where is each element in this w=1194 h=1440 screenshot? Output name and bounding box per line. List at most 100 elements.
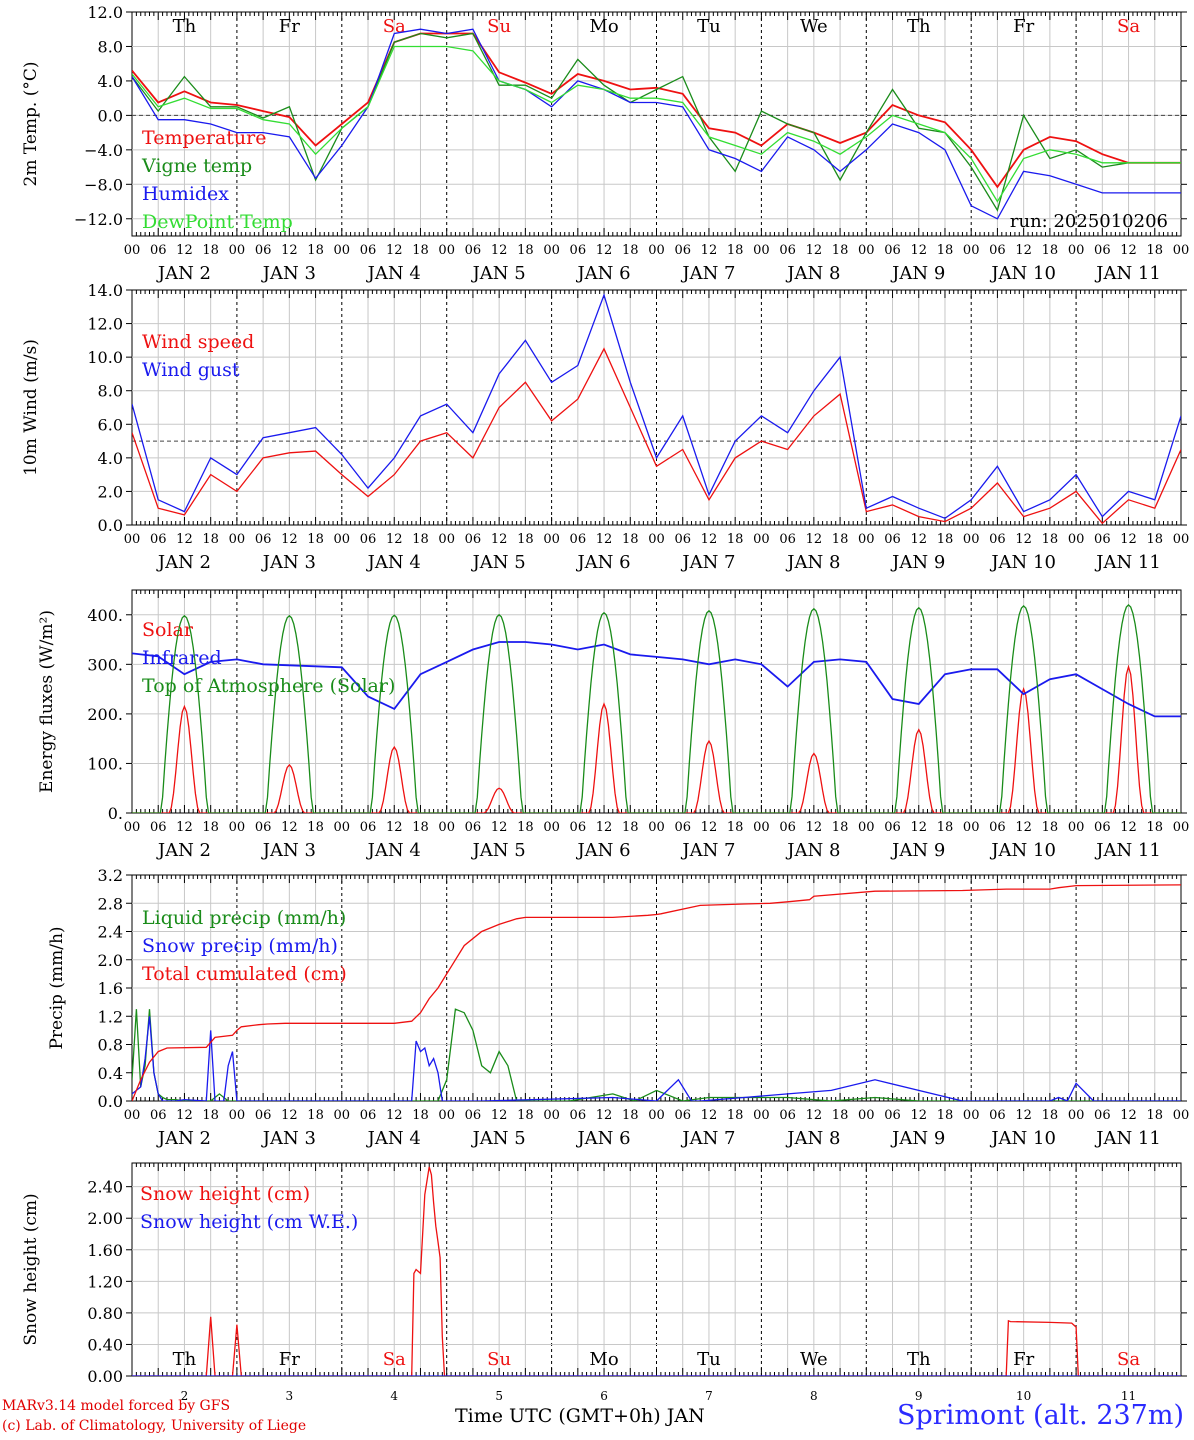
y-tick-label: −12.0 xyxy=(74,210,123,229)
hour-tick-label: 00 xyxy=(1173,532,1190,547)
hour-tick-label: 00 xyxy=(1068,532,1085,547)
hour-tick-label: 06 xyxy=(989,243,1006,258)
hour-tick-label: 00 xyxy=(963,820,980,835)
hour-tick-label: 06 xyxy=(360,1108,377,1123)
panel-5: 2.40 2.00 1.60 1.20 0.80 0.40 0.00 Snow height … xyxy=(21,1162,1187,1403)
hour-tick-label: 12 xyxy=(596,532,613,547)
hour-tick-label: 18 xyxy=(937,820,954,835)
day-number-label: 3 xyxy=(286,1389,294,1403)
y-tick-label: 12.0 xyxy=(87,3,123,22)
hour-tick-label: 12 xyxy=(1015,532,1032,547)
series-line-lightgreen xyxy=(132,45,1181,203)
hour-tick-label: 00 xyxy=(124,243,141,258)
date-label: JAN 7 xyxy=(680,1128,735,1149)
hour-tick-label: 12 xyxy=(596,1108,613,1123)
hour-tick-label: 18 xyxy=(202,820,219,835)
hour-tick-label: 12 xyxy=(281,243,298,258)
hour-tick-label: 06 xyxy=(884,1108,901,1123)
date-label: JAN 9 xyxy=(890,1128,945,1149)
hour-tick-label: 12 xyxy=(491,1108,508,1123)
y-tick-label: 0.80 xyxy=(87,1304,123,1323)
date-label: JAN 7 xyxy=(680,552,735,573)
legend-entry: Top of Atmosphere (Solar) xyxy=(142,675,395,697)
hour-tick-label: 18 xyxy=(1147,820,1164,835)
hour-tick-label: 12 xyxy=(1120,820,1137,835)
hour-tick-label: 06 xyxy=(465,243,482,258)
hour-tick-label: 06 xyxy=(360,820,377,835)
hour-tick-label: 06 xyxy=(779,1108,796,1123)
y-tick-label: 2.8 xyxy=(98,894,123,913)
hour-tick-label: 18 xyxy=(307,1108,324,1123)
hour-tick-label: 06 xyxy=(989,820,1006,835)
hour-tick-label: 18 xyxy=(832,820,849,835)
legend-entry: Snow height (cm) xyxy=(140,1183,310,1205)
hour-tick-label: 18 xyxy=(622,243,639,258)
series-line-green xyxy=(132,32,1181,212)
hour-tick-label: 18 xyxy=(727,532,744,547)
hour-tick-label: 06 xyxy=(674,820,691,835)
date-label: JAN 4 xyxy=(366,552,421,573)
date-label: JAN 9 xyxy=(890,840,945,861)
series-line-blue xyxy=(132,1016,1181,1101)
hour-tick-label: 18 xyxy=(1147,1108,1164,1123)
y-tick-label: 100. xyxy=(87,754,123,773)
y-tick-label: 400. xyxy=(87,606,123,625)
lab-credit: (c) Lab. of Climatology, University of L… xyxy=(2,1418,307,1434)
hour-tick-label: 00 xyxy=(229,1108,246,1123)
hour-tick-label: 12 xyxy=(176,1108,193,1123)
y-axis-label: Energy fluxes (W/m²) xyxy=(37,610,57,793)
hour-tick-label: 00 xyxy=(963,532,980,547)
hour-tick-label: 18 xyxy=(517,532,534,547)
date-label: JAN 5 xyxy=(471,263,526,284)
hour-tick-label: 00 xyxy=(124,1108,141,1123)
legend-entry: Snow precip (mm/h) xyxy=(142,935,338,957)
hour-tick-label: 00 xyxy=(543,532,560,547)
hour-tick-label: 12 xyxy=(176,243,193,258)
legend-entry: Wind speed xyxy=(142,331,254,353)
day-number-label: 5 xyxy=(495,1389,503,1403)
y-tick-label: 1.2 xyxy=(98,1007,123,1026)
hour-tick-label: 18 xyxy=(1147,243,1164,258)
y-tick-label: 12.0 xyxy=(87,315,123,334)
y-tick-label: 2.0 xyxy=(98,951,123,970)
hour-tick-label: 06 xyxy=(884,820,901,835)
date-label: JAN 4 xyxy=(366,1128,421,1149)
hour-tick-label: 12 xyxy=(491,820,508,835)
hour-tick-label: 00 xyxy=(858,820,875,835)
hour-tick-label: 06 xyxy=(674,1108,691,1123)
weekday-label: Fr xyxy=(279,16,300,37)
legend-entry: Wind gust xyxy=(142,359,240,381)
date-label: JAN 3 xyxy=(261,840,316,861)
hour-tick-label: 00 xyxy=(1068,243,1085,258)
y-tick-label: 0.8 xyxy=(98,1036,123,1055)
hour-tick-label: 00 xyxy=(648,1108,665,1123)
hour-tick-label: 12 xyxy=(806,820,823,835)
hour-tick-label: 12 xyxy=(1015,820,1032,835)
hour-tick-label: 06 xyxy=(674,243,691,258)
hour-tick-label: 00 xyxy=(229,820,246,835)
weekday-label: Sa xyxy=(1117,1349,1140,1370)
hour-tick-label: 12 xyxy=(176,820,193,835)
hour-tick-label: 12 xyxy=(596,820,613,835)
hour-tick-label: 12 xyxy=(910,1108,927,1123)
day-number-label: 7 xyxy=(705,1389,713,1403)
hour-tick-label: 12 xyxy=(1120,243,1137,258)
legend-entry: Vigne temp xyxy=(141,155,252,177)
date-label: JAN 11 xyxy=(1094,552,1161,573)
hour-tick-label: 18 xyxy=(832,243,849,258)
hour-tick-label: 00 xyxy=(1173,1108,1190,1123)
hour-tick-label: 18 xyxy=(307,532,324,547)
series-line-blue xyxy=(132,28,1181,220)
hour-tick-label: 12 xyxy=(386,820,403,835)
hour-tick-label: 00 xyxy=(124,820,141,835)
date-label: JAN 5 xyxy=(471,840,526,861)
weekday-label: Su xyxy=(487,16,511,37)
hour-tick-label: 12 xyxy=(701,820,718,835)
weekday-label: Th xyxy=(907,16,931,37)
y-tick-label: 0.00 xyxy=(87,1367,123,1386)
hour-tick-label: 18 xyxy=(307,243,324,258)
hour-tick-label: 12 xyxy=(910,243,927,258)
date-label: JAN 11 xyxy=(1094,1128,1161,1149)
date-label: JAN 6 xyxy=(575,263,630,284)
hour-tick-label: 06 xyxy=(674,532,691,547)
